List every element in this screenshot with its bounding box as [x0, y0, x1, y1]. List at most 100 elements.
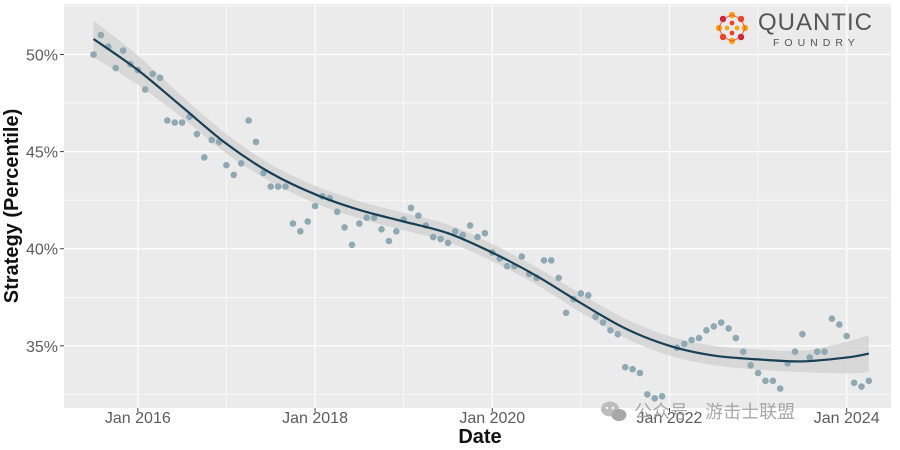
- data-point: [208, 136, 215, 144]
- x-tick-label: Jan 2016: [105, 410, 171, 427]
- data-point: [813, 348, 821, 356]
- data-point: [717, 319, 725, 326]
- data-point: [356, 220, 363, 227]
- watermark: 公众号 · 游击士联盟: [601, 401, 795, 423]
- quantic-foundry-logo: QUANTIC FOUNDRY: [715, 9, 873, 49]
- data-point: [437, 235, 444, 243]
- data-point: [747, 362, 754, 369]
- data-point: [776, 385, 784, 392]
- data-point: [260, 169, 267, 177]
- data-point: [725, 325, 732, 332]
- data-point: [607, 327, 614, 334]
- data-point: [370, 214, 378, 221]
- data-point: [245, 117, 252, 124]
- data-point: [540, 257, 548, 264]
- data-point: [149, 70, 156, 78]
- data-point: [415, 212, 422, 219]
- wechat-icon: [601, 401, 627, 421]
- x-axis-title: Date: [458, 426, 501, 448]
- data-point: [681, 340, 688, 348]
- data-point: [452, 228, 459, 235]
- x-axis-ticks: Jan 2016 Jan 2018 Jan 2020 Jan 2022 Jan 2024: [105, 408, 880, 427]
- logo-sub: FOUNDRY: [773, 37, 860, 49]
- data-point: [156, 74, 164, 82]
- data-point: [850, 379, 858, 387]
- data-point: [201, 154, 208, 161]
- data-point: [164, 117, 171, 124]
- data-point: [843, 332, 850, 340]
- data-point: [474, 233, 481, 241]
- data-point: [614, 330, 622, 338]
- logo-mark-icon: [715, 11, 749, 45]
- data-point: [858, 383, 865, 390]
- data-point: [378, 226, 385, 233]
- data-points: [90, 31, 873, 402]
- data-point: [393, 228, 400, 235]
- data-point: [651, 395, 658, 402]
- x-tick-label: Jan 2018: [282, 410, 348, 427]
- data-point: [333, 208, 341, 216]
- data-point: [585, 292, 592, 299]
- trend-line: [92, 38, 870, 363]
- data-point: [363, 214, 371, 221]
- data-point: [97, 31, 105, 39]
- data-point: [806, 354, 814, 361]
- data-point: [621, 363, 629, 371]
- data-point: [740, 348, 747, 356]
- data-point: [112, 64, 119, 72]
- data-point: [141, 86, 149, 93]
- data-point: [466, 222, 474, 229]
- data-point: [171, 119, 179, 126]
- data-point: [311, 202, 319, 210]
- data-point: [799, 330, 806, 338]
- data-point: [629, 365, 636, 373]
- data-point: [762, 377, 769, 385]
- y-axis-ticks: 35% 40% 45% 50%: [26, 48, 64, 356]
- data-point: [577, 290, 585, 297]
- data-point: [644, 391, 651, 398]
- data-point: [237, 160, 245, 167]
- plot-panel: [64, 4, 891, 408]
- data-point: [267, 183, 275, 190]
- data-point: [636, 369, 644, 377]
- y-tick-label: 45%: [26, 145, 58, 162]
- data-point: [710, 323, 718, 330]
- data-point: [503, 262, 511, 270]
- data-point: [348, 241, 356, 249]
- data-point: [297, 228, 304, 235]
- watermark-text: 公众号 · 游击士联盟: [634, 402, 795, 423]
- data-point: [555, 274, 562, 282]
- data-point: [282, 183, 289, 190]
- x-tick-label: Jan 2020: [459, 410, 525, 427]
- data-point: [592, 313, 599, 321]
- x-tick-label: Jan 2024: [814, 410, 880, 427]
- data-point: [459, 231, 467, 239]
- data-point: [548, 257, 555, 264]
- data-point: [289, 220, 297, 227]
- data-point: [274, 183, 282, 190]
- data-point: [865, 377, 873, 385]
- data-point: [193, 130, 201, 138]
- x-tick-label: Jan 2022: [637, 410, 703, 427]
- data-point: [732, 334, 740, 342]
- grid-minor: [64, 4, 891, 408]
- data-point: [407, 204, 415, 212]
- data-point: [90, 51, 97, 58]
- data-point: [444, 239, 452, 247]
- data-point: [695, 334, 703, 342]
- data-point: [223, 161, 230, 169]
- logo-name: QUANTIC: [758, 9, 873, 36]
- data-point: [119, 47, 127, 54]
- data-point: [754, 369, 762, 377]
- data-point: [562, 309, 570, 317]
- data-point: [599, 319, 607, 326]
- y-tick-label: 50%: [26, 48, 58, 65]
- data-point: [828, 315, 836, 323]
- data-point: [791, 348, 799, 356]
- y-tick-label: 40%: [26, 242, 58, 259]
- y-axis-title: Strategy (Percentile): [1, 109, 23, 304]
- data-point: [304, 218, 312, 225]
- data-point: [252, 138, 260, 146]
- data-point: [429, 233, 437, 241]
